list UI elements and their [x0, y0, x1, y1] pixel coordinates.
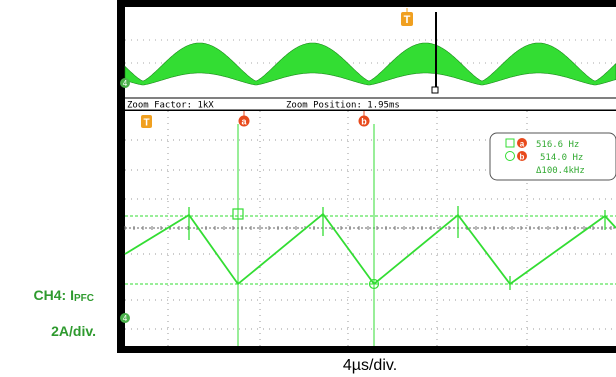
main-channel-number: 4: [123, 314, 128, 323]
zoom-position-readout: Zoom Position: 1.95ms: [286, 101, 400, 111]
overview-trace: [124, 42, 616, 86]
main-channel-marker[interactable]: 4: [120, 313, 130, 323]
cursor-delta-readout: Δ100.4kHz: [536, 166, 585, 176]
switching-spikes: [188, 206, 606, 290]
cursor-b-point-marker[interactable]: [368, 278, 380, 290]
cursor-a-glyph: a: [241, 117, 247, 127]
svg-text:b: b: [520, 152, 525, 161]
cursor-b-badge[interactable]: b: [358, 111, 370, 127]
inductor-current-trace: [124, 212, 616, 286]
cursor-readout-box: a 516.6 Hz b 514.0 Hz Δ100.4kHz: [489, 132, 616, 181]
overview-channel-marker[interactable]: 4: [120, 78, 130, 88]
main-trigger-glyph: T: [143, 118, 149, 129]
overview-channel-number: 4: [123, 79, 128, 88]
main-trigger-marker[interactable]: T: [141, 115, 152, 129]
cursor-b-readout: 514.0 Hz: [540, 153, 583, 163]
readout-a-badge-icon: [517, 138, 527, 148]
svg-text:a: a: [520, 139, 525, 148]
readout-circle-icon: [505, 151, 515, 161]
cursor-b-glyph: b: [361, 117, 367, 127]
channel-4-label: CH4: IPFC: [33, 287, 94, 304]
zoom-window-handle[interactable]: [431, 86, 439, 94]
timebase-label: 4µs/div.: [342, 357, 398, 374]
channel-4-scale: 2A/div.: [51, 323, 96, 339]
main-grid: [124, 111, 616, 346]
cursor-a-point-marker[interactable]: [232, 208, 244, 220]
cursor-a-badge[interactable]: a: [238, 111, 250, 127]
zoom-factor-readout: Zoom Factor: 1kX: [127, 101, 214, 111]
readout-square-icon: [505, 138, 515, 148]
readout-b-badge-icon: [517, 151, 527, 161]
cursor-a-readout: 516.6 Hz: [536, 140, 579, 150]
overview-trigger-marker[interactable]: T: [401, 8, 413, 26]
overview-trigger-glyph: T: [404, 14, 411, 26]
zoom-info-strip: [125, 98, 616, 110]
